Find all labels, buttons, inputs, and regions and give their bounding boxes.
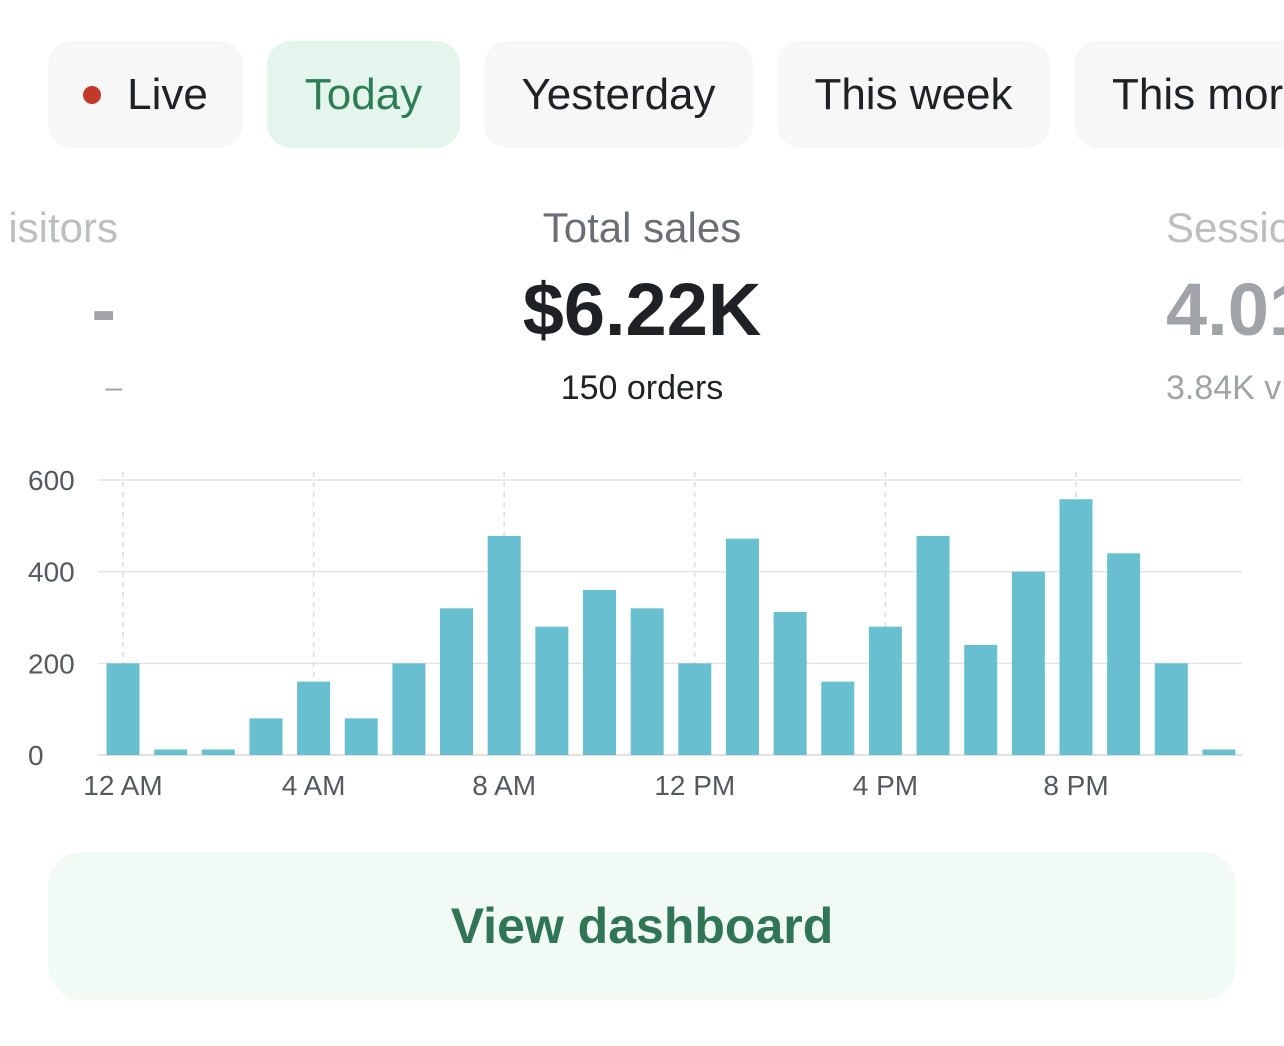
hourly-sales-chart-svg: 0 200 400 600 12 AM 4 AM 8 AM 12 PM 4 PM 8 PM — [28, 465, 1242, 801]
metric-total-sales-value: $6.22K — [522, 268, 762, 351]
metric-sessions-sub: 3.84K v — [1166, 369, 1282, 407]
x-tick-label: 12 AM — [83, 770, 162, 801]
bar — [1011, 571, 1045, 755]
x-tick-label: 8 PM — [1043, 770, 1108, 801]
tab-live-label: Live — [127, 69, 208, 119]
metric-visitors-value: - — [91, 268, 116, 351]
tab-today[interactable]: Today — [267, 41, 460, 148]
metric-visitors-sub: – — [105, 371, 122, 404]
tab-yesterday[interactable]: Yesterday — [484, 41, 753, 148]
x-tick-label: 8 AM — [472, 770, 536, 801]
bar — [297, 681, 331, 755]
hourly-sales-chart: 0 200 400 600 12 AM 4 AM 8 AM 12 PM 4 PM 8 PM — [0, 440, 1284, 820]
bar — [678, 663, 712, 755]
view-dashboard-label: View dashboard — [450, 898, 834, 954]
metric-sessions-value: 4.01 — [1166, 268, 1284, 351]
bar — [392, 663, 426, 755]
metric-visitors[interactable]: isitors - – — [0, 200, 340, 410]
bar — [773, 612, 807, 755]
bar — [630, 608, 664, 755]
x-tick-label: 4 AM — [282, 770, 346, 801]
bar — [1154, 663, 1188, 755]
metric-total-sales-label: Total sales — [542, 204, 742, 251]
metric-total-sales-orders: 150 orders — [560, 369, 724, 407]
tab-this-month[interactable]: This mor — [1074, 41, 1284, 148]
tab-this-month-label: This mor — [1112, 69, 1284, 119]
bar — [487, 535, 521, 755]
metric-sessions-label: Sessic — [1166, 204, 1284, 251]
bar — [106, 663, 140, 755]
bar — [916, 535, 950, 755]
bar — [344, 718, 378, 755]
bar — [535, 626, 569, 755]
metric-sessions[interactable]: Sessic 4.01 3.84K v — [1166, 200, 1284, 410]
bar — [868, 626, 902, 755]
bar — [583, 590, 616, 755]
bar — [1107, 553, 1141, 755]
view-dashboard-button[interactable]: View dashboard — [48, 852, 1236, 1000]
y-tick-label: 200 — [28, 648, 75, 679]
tab-yesterday-label: Yesterday — [521, 69, 716, 119]
bar — [249, 718, 283, 755]
tab-this-week[interactable]: This week — [777, 41, 1050, 148]
metric-visitors-label: isitors — [8, 204, 118, 251]
bar — [1059, 499, 1093, 755]
tab-this-week-label: This week — [814, 69, 1013, 119]
bar — [1202, 749, 1236, 755]
x-tick-label: 12 PM — [654, 770, 735, 801]
bar — [440, 608, 474, 755]
x-tick-label: 4 PM — [853, 770, 918, 801]
live-dot-icon — [83, 85, 102, 104]
bar — [201, 749, 235, 755]
tab-live[interactable]: Live — [48, 41, 243, 148]
period-tabs: Live Today Yesterday This week This mor — [48, 41, 1284, 148]
y-tick-label: 600 — [28, 465, 75, 496]
y-tick-label: 0 — [28, 740, 44, 771]
metric-total-sales[interactable]: Total sales $6.22K 150 orders — [392, 200, 892, 410]
bar — [725, 538, 759, 755]
bar — [154, 749, 188, 755]
bar — [964, 645, 998, 755]
tab-today-label: Today — [304, 69, 423, 119]
y-tick-label: 400 — [28, 557, 75, 588]
bar — [821, 681, 855, 755]
